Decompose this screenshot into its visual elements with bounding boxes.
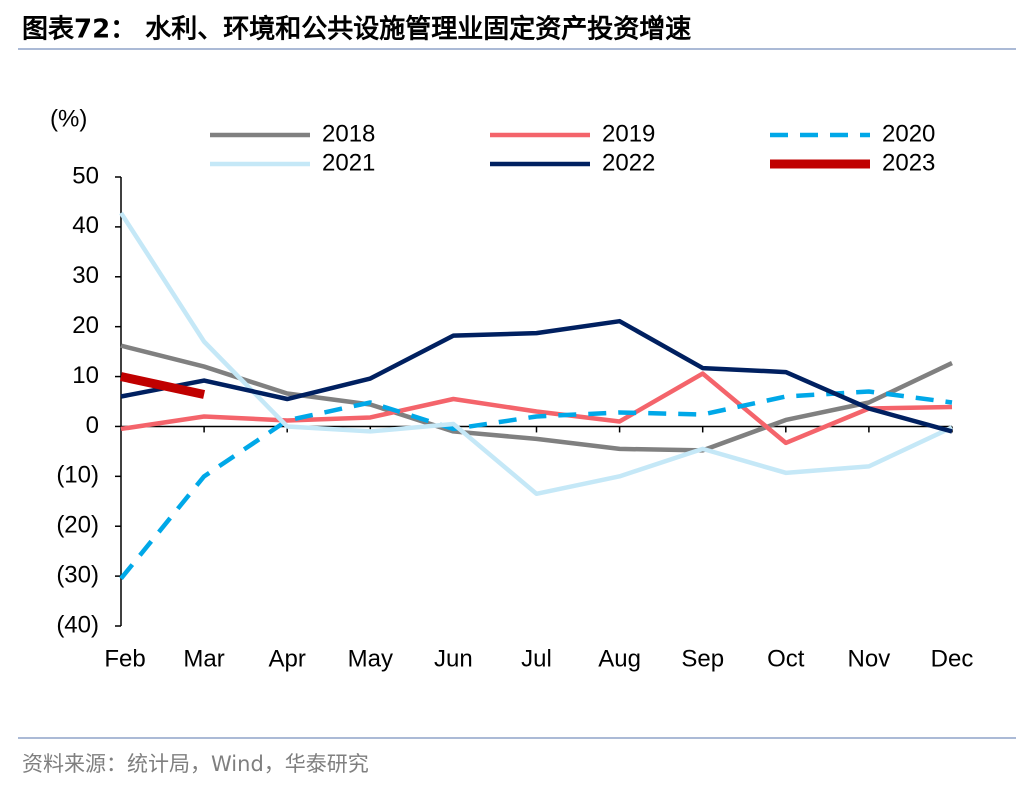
legend-label: 2023 xyxy=(882,149,935,176)
data-line xyxy=(119,389,953,581)
x-tick-label: Nov xyxy=(848,645,891,672)
x-tick-label: Dec xyxy=(931,645,974,672)
data-line xyxy=(120,371,953,446)
y-tick-label: 30 xyxy=(72,262,99,289)
source-note: 资料来源：统计局，Wind，华泰研究 xyxy=(22,752,369,776)
legend-label: 2019 xyxy=(602,120,655,147)
x-tick-label: Sep xyxy=(681,645,724,672)
x-tick-label: May xyxy=(348,645,393,672)
data-line xyxy=(120,318,953,434)
data-line xyxy=(119,211,953,497)
x-tick-label: Feb xyxy=(104,645,145,672)
x-tick-label: Jun xyxy=(434,645,473,672)
y-tick-label: 20 xyxy=(72,312,99,339)
y-tick-label: (40) xyxy=(56,611,99,638)
data-line xyxy=(120,372,206,399)
x-tick-label: Oct xyxy=(767,645,805,672)
y-tick-label: (20) xyxy=(56,512,99,539)
legend-label: 2021 xyxy=(322,149,375,176)
y-tick-label: 0 xyxy=(86,412,99,439)
page-title: 图表72： 水利、环境和公共设施管理业固定资产投资增速 xyxy=(22,14,691,45)
y-tick-label: (30) xyxy=(56,561,99,588)
y-tick-label: 40 xyxy=(72,212,99,239)
y-tick-label: (10) xyxy=(56,462,99,489)
x-tick-label: Jul xyxy=(521,645,552,672)
legend-label: 2022 xyxy=(602,149,655,176)
x-tick-label: Mar xyxy=(183,645,224,672)
y-tick-label: 50 xyxy=(72,162,99,189)
legend-label: 2020 xyxy=(882,120,935,147)
x-tick-label: Apr xyxy=(269,645,306,672)
data-line xyxy=(120,343,953,453)
x-tick-label: Aug xyxy=(598,645,641,672)
y-tick-label: 10 xyxy=(72,362,99,389)
y-axis-label: (%) xyxy=(50,105,87,132)
legend-label: 2018 xyxy=(322,120,375,147)
